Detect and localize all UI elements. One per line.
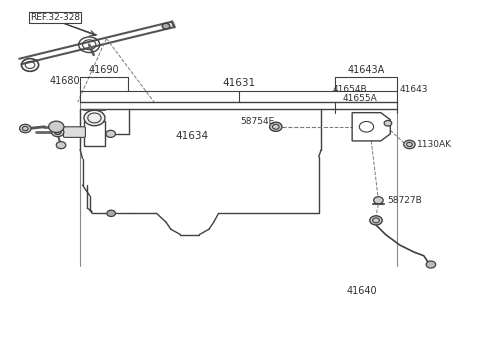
Circle shape xyxy=(20,124,31,133)
Circle shape xyxy=(404,140,415,149)
Text: REF.32-328: REF.32-328 xyxy=(30,13,80,22)
Text: 41634: 41634 xyxy=(176,131,209,141)
Text: 41643A: 41643A xyxy=(348,64,385,74)
Text: 58754E: 58754E xyxy=(240,117,274,126)
Circle shape xyxy=(84,110,105,126)
FancyBboxPatch shape xyxy=(63,127,85,137)
Bar xyxy=(84,121,105,146)
Circle shape xyxy=(384,120,392,126)
Text: 41655A: 41655A xyxy=(343,94,377,103)
Circle shape xyxy=(107,210,116,216)
Circle shape xyxy=(370,216,382,225)
Circle shape xyxy=(56,142,66,149)
Circle shape xyxy=(51,127,64,137)
Text: 41631: 41631 xyxy=(222,78,255,88)
Text: 58727B: 58727B xyxy=(387,196,422,205)
Text: 41654B: 41654B xyxy=(333,85,368,94)
Circle shape xyxy=(106,130,116,137)
Text: 1130AK: 1130AK xyxy=(417,140,452,149)
Text: 41640: 41640 xyxy=(347,286,377,296)
Circle shape xyxy=(426,261,436,268)
Text: 41643: 41643 xyxy=(400,85,428,94)
Text: 41680: 41680 xyxy=(49,76,80,86)
Circle shape xyxy=(54,130,61,135)
Circle shape xyxy=(162,23,170,29)
Circle shape xyxy=(48,121,64,132)
Circle shape xyxy=(373,197,383,204)
Text: 41690: 41690 xyxy=(89,64,120,74)
Circle shape xyxy=(270,122,282,131)
